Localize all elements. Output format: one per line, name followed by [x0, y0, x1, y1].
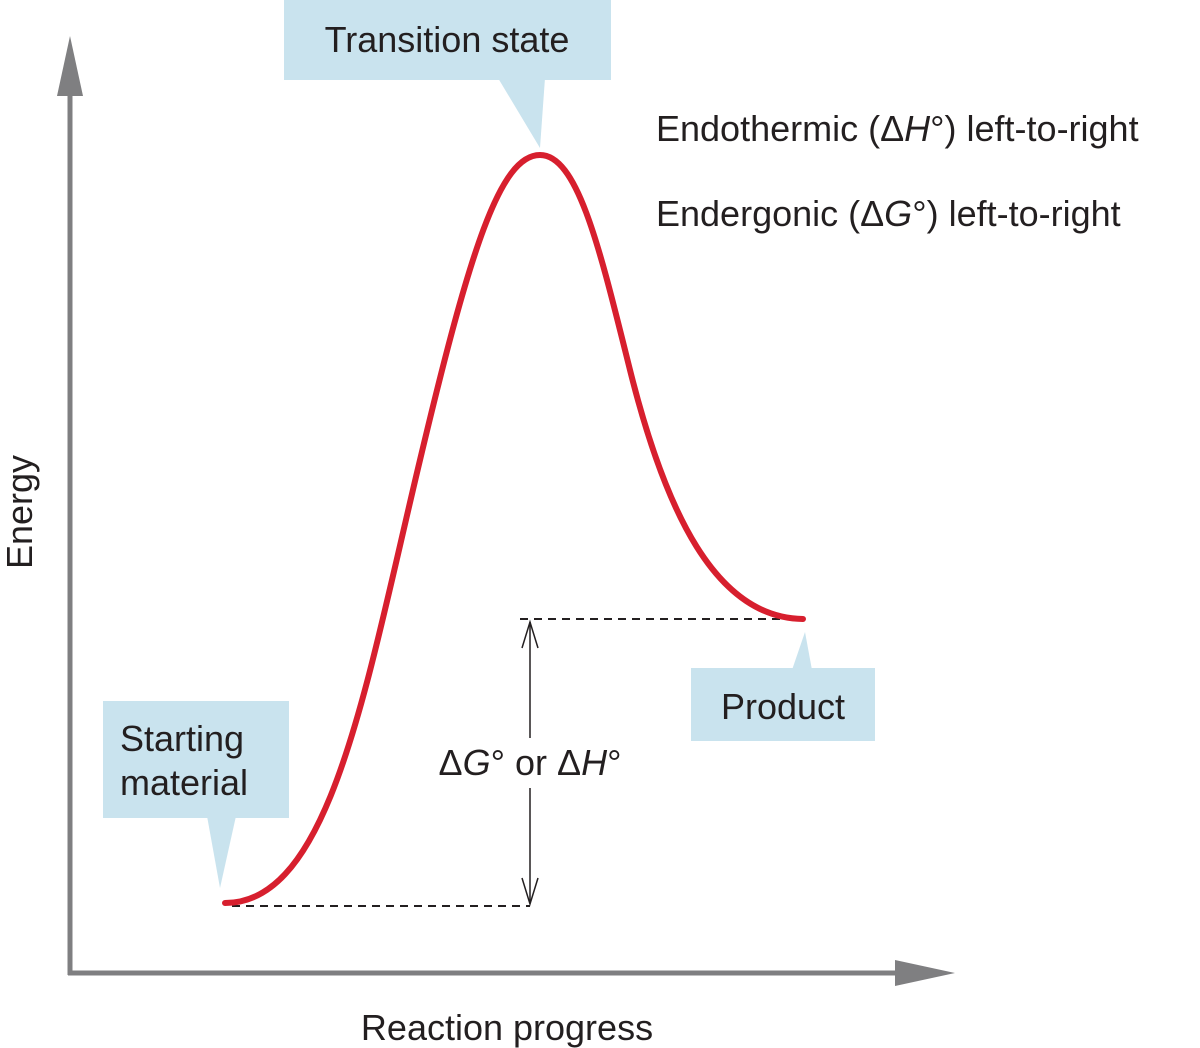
- starting-material-callout: Starting material: [103, 701, 289, 888]
- energy-difference-label: ΔG° or ΔH°: [439, 742, 622, 783]
- starting-material-label-line2: material: [120, 762, 248, 803]
- arrowhead-down: [521, 877, 539, 907]
- endergonic-annotation: Endergonic (ΔG°) left-to-right: [656, 193, 1121, 234]
- transition-state-callout: Transition state: [284, 0, 611, 148]
- energy-difference-arrow: [521, 619, 539, 907]
- x-axis-label: Reaction progress: [361, 1007, 653, 1048]
- y-axis-arrowhead: [57, 36, 83, 96]
- product-callout: Product: [691, 632, 875, 741]
- product-label: Product: [721, 686, 845, 727]
- transition-state-label: Transition state: [325, 19, 570, 60]
- reaction-energy-curve: [222, 151, 806, 906]
- x-axis-arrowhead: [895, 960, 955, 986]
- arrowhead-up: [521, 619, 539, 649]
- endothermic-annotation: Endothermic (ΔH°) left-to-right: [656, 108, 1139, 149]
- y-axis-label: Energy: [0, 455, 40, 569]
- starting-material-label-line1: Starting: [120, 718, 244, 759]
- axes: [57, 36, 955, 986]
